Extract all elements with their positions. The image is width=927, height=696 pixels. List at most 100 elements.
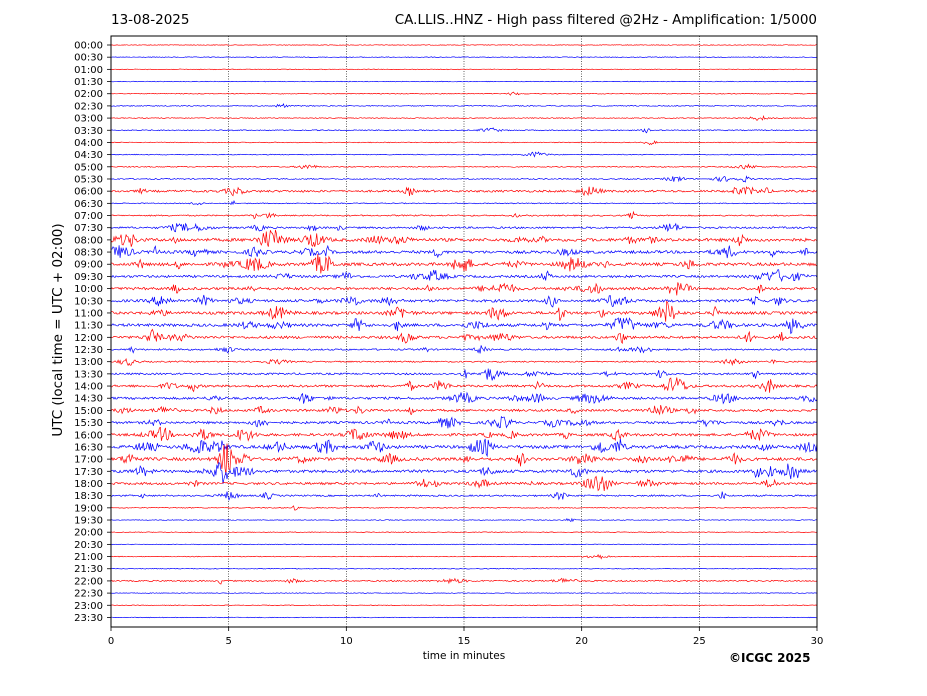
copyright-label: ©ICGC 2025 — [729, 651, 811, 665]
y-tick-label: 05:30 — [74, 174, 103, 185]
y-tick-label: 12:30 — [74, 345, 103, 356]
y-tick-label: 09:30 — [74, 272, 103, 283]
y-tick-label: 19:00 — [74, 503, 103, 514]
trace-1000 — [110, 282, 818, 296]
trace-0930 — [110, 269, 818, 283]
y-tick-label: 17:00 — [74, 455, 103, 466]
trace-1600 — [110, 426, 818, 442]
trace-1030 — [110, 294, 818, 308]
y-tick-label: 10:30 — [74, 296, 103, 307]
y-tick-label: 06:30 — [74, 199, 103, 210]
y-tick-label: 13:00 — [74, 357, 103, 368]
date-label: 13-08-2025 — [111, 12, 190, 28]
y-tick-label: 16:00 — [74, 430, 103, 441]
y-tick-label: 12:00 — [74, 333, 103, 344]
y-tick-label: 05:00 — [74, 162, 103, 173]
y-tick-label: 04:30 — [74, 150, 103, 161]
trace-0830 — [110, 244, 818, 259]
trace-0430 — [110, 151, 818, 158]
trace-0230 — [110, 102, 818, 108]
y-tick-label: 21:00 — [74, 552, 103, 563]
trace-1300 — [110, 358, 818, 367]
trace-0330 — [110, 127, 818, 134]
y-tick-label: 22:00 — [74, 576, 103, 587]
y-tick-label: 09:00 — [74, 260, 103, 271]
x-tick-label: 10 — [340, 636, 353, 647]
y-tick-label: 18:00 — [74, 479, 103, 490]
y-tick-label: 19:30 — [74, 516, 103, 527]
y-tick-label: 18:30 — [74, 491, 103, 502]
y-tick-label: 01:30 — [74, 77, 103, 88]
trace-0000 — [110, 44, 817, 46]
x-tick-label: 15 — [458, 636, 471, 647]
y-tick-label: 21:30 — [74, 564, 103, 575]
y-tick-label: 03:00 — [74, 114, 103, 125]
trace-2100 — [110, 553, 818, 560]
trace-1230 — [110, 345, 817, 354]
trace-1630 — [110, 438, 818, 458]
y-tick-label: 11:30 — [74, 321, 103, 332]
trace-2330 — [111, 616, 818, 619]
trace-1730 — [110, 461, 818, 484]
y-tick-label: 07:00 — [74, 211, 103, 222]
trace-2300 — [110, 604, 818, 607]
trace-0600 — [110, 186, 818, 197]
trace-0400 — [110, 140, 817, 146]
trace-1830 — [110, 491, 818, 501]
trace-0730 — [110, 222, 818, 233]
chart-title: CA.LLIS..HNZ - High pass filtered @2Hz -… — [394, 12, 817, 28]
y-tick-label: 14:00 — [74, 382, 103, 393]
trace-1430 — [110, 391, 818, 405]
x-tick-label: 0 — [108, 636, 114, 647]
y-tick-label: 17:30 — [74, 467, 103, 478]
trace-0800 — [110, 229, 818, 247]
y-tick-label: 15:00 — [74, 406, 103, 417]
x-tick-label: 30 — [811, 636, 824, 647]
x-tick-label: 25 — [693, 636, 706, 647]
trace-1800 — [111, 475, 818, 492]
trace-1130 — [110, 317, 818, 335]
trace-1500 — [110, 405, 818, 416]
y-tick-label: 02:30 — [74, 101, 103, 112]
trace-1900 — [111, 505, 818, 511]
trace-2030 — [110, 543, 818, 546]
trace-0130 — [110, 80, 818, 83]
trace-2130 — [110, 567, 817, 570]
trace-0900 — [110, 253, 818, 274]
trace-0500 — [110, 163, 818, 170]
y-tick-label: 00:30 — [74, 53, 103, 64]
trace-1200 — [110, 328, 818, 345]
trace-0100 — [111, 68, 818, 71]
trace-2200 — [110, 577, 818, 585]
trace-0300 — [110, 115, 818, 121]
x-axis-label: time in minutes — [422, 650, 506, 662]
y-tick-label: 16:30 — [74, 442, 103, 453]
y-tick-label: 04:00 — [74, 138, 103, 149]
trace-0200 — [110, 91, 818, 96]
y-tick-label: 14:30 — [74, 394, 103, 405]
y-tick-label: 15:30 — [74, 418, 103, 429]
y-tick-label: 01:00 — [74, 65, 103, 76]
y-tick-label: 20:00 — [74, 528, 103, 539]
y-tick-label: 03:30 — [74, 126, 103, 137]
trace-1330 — [110, 368, 818, 381]
x-tick-label: 20 — [575, 636, 588, 647]
y-tick-label: 20:30 — [74, 540, 103, 551]
y-tick-label: 06:00 — [74, 187, 103, 198]
y-tick-label: 00:00 — [74, 41, 103, 52]
y-tick-label: 02:00 — [74, 89, 103, 100]
trace-1530 — [110, 415, 818, 429]
trace-1930 — [110, 517, 818, 523]
y-tick-label: 08:00 — [74, 235, 103, 246]
y-tick-label: 23:00 — [74, 601, 103, 612]
trace-1400 — [110, 377, 818, 393]
trace-0700 — [110, 210, 818, 220]
trace-1100 — [110, 300, 818, 322]
y-tick-label: 07:30 — [74, 223, 103, 234]
x-tick-label: 5 — [225, 636, 231, 647]
y-tick-label: 23:30 — [74, 613, 103, 624]
y-tick-label: 13:30 — [74, 369, 103, 380]
y-tick-label: 08:30 — [74, 248, 103, 259]
y-tick-label: 11:00 — [74, 308, 103, 319]
y-tick-label: 10:00 — [74, 284, 103, 295]
